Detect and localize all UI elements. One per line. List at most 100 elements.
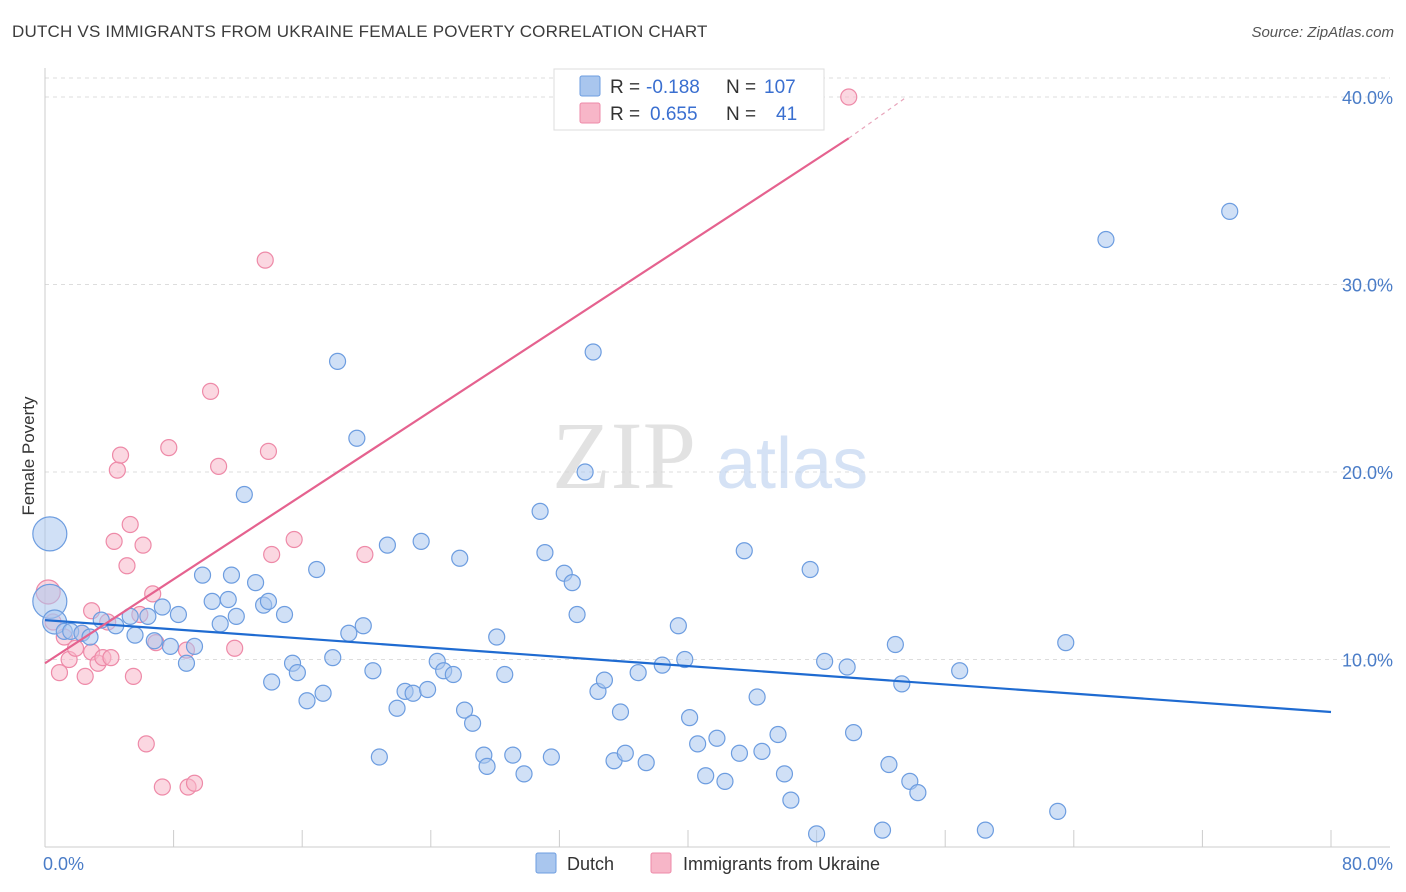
x-tick-label: 80.0% [1342, 854, 1393, 874]
ukraine-point [111, 446, 130, 464]
dutch-point [568, 605, 586, 624]
dutch-point [595, 671, 614, 689]
dutch-point [886, 635, 904, 654]
dutch-point [838, 658, 856, 676]
ukraine-point [153, 778, 171, 796]
dutch-point [1057, 634, 1075, 652]
source-label: Source: ZipAtlas.com [1251, 24, 1394, 41]
x-tick-label: 0.0% [43, 854, 84, 874]
ukraine-trend-extension [848, 96, 907, 139]
dutch-point [576, 463, 594, 481]
dutch-point [161, 637, 179, 655]
bottom-legend: Dutch Immigrants from Ukraine [535, 852, 880, 874]
watermark-zip: ZIP [552, 402, 696, 509]
y-tick-labels: 10.0% 20.0% 30.0% 40.0% [1342, 88, 1393, 671]
ukraine-point [356, 545, 374, 564]
dutch-point [775, 765, 794, 783]
dutch-trend-line [44, 619, 1332, 714]
ukraine-point [50, 664, 69, 682]
dutch-point [81, 628, 99, 646]
dutch-point [716, 772, 734, 790]
dutch-point [145, 632, 163, 650]
legend-r-value: 0.655 [650, 104, 698, 125]
dutch-point [844, 724, 863, 742]
dutch-point [637, 754, 655, 772]
dutch-point [584, 343, 602, 361]
x-tick-labels: 0.0% 80.0% [43, 854, 1393, 874]
dutch-point [153, 598, 171, 616]
y-tick-label: 20.0% [1342, 463, 1393, 483]
dutch-point [185, 637, 204, 655]
dutch-point [616, 744, 634, 762]
dutch-point [328, 352, 347, 370]
dutch-point [676, 650, 694, 669]
dutch-point [669, 617, 687, 635]
dutch-point [235, 485, 253, 504]
dutch-point [378, 536, 396, 554]
dutch-point [1049, 802, 1067, 820]
bottom-legend-swatch-dutch [535, 852, 557, 874]
y-axis-label: Female Poverty [19, 396, 38, 516]
legend-n-value: 41 [776, 104, 797, 125]
legend-r-label: R = [610, 104, 640, 125]
dutch-point [629, 664, 647, 682]
dutch-point [219, 590, 237, 609]
dutch-point [504, 746, 522, 764]
ukraine-point [285, 530, 303, 549]
dutch-point [976, 821, 994, 839]
y-tick-label: 30.0% [1342, 276, 1393, 296]
dutch-point [340, 624, 358, 642]
dutch-point [515, 765, 533, 783]
ukraine-point [256, 251, 274, 269]
legend-swatch-dutch [579, 75, 601, 97]
dutch-point [193, 566, 212, 584]
ukraine-point [840, 88, 858, 106]
legend-n-value: 107 [764, 77, 796, 98]
ukraine-point [137, 735, 155, 753]
dutch-point [563, 574, 581, 592]
dutch-point [288, 664, 306, 682]
ukraine-point [105, 532, 123, 550]
ukraine-point [160, 439, 178, 457]
dutch-point [348, 429, 366, 447]
legend-n-label: N = [726, 104, 756, 125]
dutch-series [32, 202, 1239, 843]
ukraine-point [124, 667, 143, 685]
ukraine-point [185, 774, 204, 792]
bottom-legend-ukraine: Immigrants from Ukraine [683, 854, 880, 874]
dutch-point [880, 755, 898, 774]
dutch-point [263, 673, 281, 691]
axes [44, 68, 1390, 848]
dutch-point [1097, 230, 1115, 249]
dutch-point [1221, 202, 1239, 220]
dutch-point [536, 544, 554, 562]
ukraine-point [259, 442, 278, 460]
ukraine-point [201, 382, 220, 400]
dutch-point [364, 662, 382, 680]
ukraine-point [76, 667, 94, 685]
dutch-point [404, 684, 422, 702]
ukraine-point [121, 515, 139, 534]
dutch-point [211, 615, 229, 633]
dutch-point [444, 665, 462, 684]
dutch-point [418, 680, 437, 699]
y-tick-label: 40.0% [1342, 88, 1393, 108]
dutch-point [314, 684, 332, 702]
dutch-point [782, 791, 800, 809]
dutch-point [611, 703, 630, 721]
gridlines [45, 77, 1390, 660]
bottom-legend-swatch-ukraine [650, 852, 672, 874]
top-legend: R = -0.188 N = 107 R = 0.655 N = 41 [553, 68, 825, 131]
dutch-point [697, 767, 715, 785]
trend-lines [44, 96, 1332, 714]
dutch-point [227, 607, 245, 625]
dutch-point [689, 735, 707, 753]
dutch-point [531, 502, 549, 520]
dutch-point [496, 665, 514, 684]
dutch-point [708, 729, 726, 747]
dutch-point [139, 607, 157, 625]
dutch-point [169, 605, 188, 624]
ukraine-point [226, 639, 244, 657]
dutch-point [177, 654, 196, 672]
